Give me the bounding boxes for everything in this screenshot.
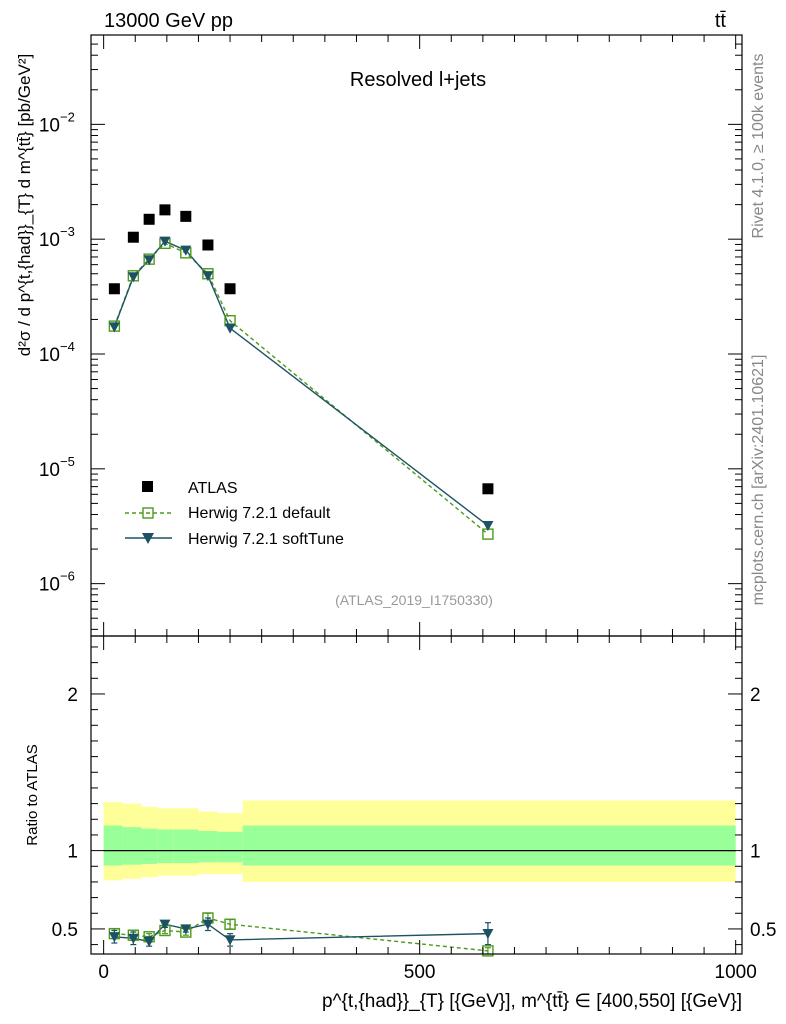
series-line-softtune	[113, 240, 489, 527]
main-panel: Resolved l+jets (ATLAS_2019_I1750330) 10…	[15, 34, 743, 637]
ratio-tick-label: 2	[67, 685, 78, 706]
ratio-x-ticks: 0 500 1000	[98, 636, 757, 983]
data-point-softtune	[180, 245, 192, 256]
ratio-point-softtune	[159, 919, 171, 930]
data-point-softtune	[482, 521, 494, 532]
y-tick-exponent: −5	[60, 454, 75, 469]
ratio-point-softtune	[108, 932, 120, 943]
uncertainty-band-inner	[242, 825, 736, 866]
ratio-y-ticks: 0.5 0.5 1 1 2 2	[52, 646, 776, 946]
analysis-ref: (ATLAS_2019_I1750330)	[335, 592, 493, 608]
y-tick-exponent: −6	[60, 569, 75, 584]
y-tick-label: 10	[39, 460, 60, 481]
data-point-softtune	[202, 271, 214, 282]
series-line-default	[113, 242, 489, 535]
mcplots-label: mcplots.cern.ch [arXiv:2401.10621]	[750, 355, 767, 606]
ratio-point-softtune	[143, 936, 155, 947]
x-tick-label: 0	[98, 962, 109, 983]
x-axis-label: p^{t,{had}}_{T} [{GeV}], m^{tt̄} ∈ [400,…	[322, 991, 742, 1012]
main-y-ticks: 10−610−510−410−310−2	[39, 34, 742, 630]
ratio-tick-label: 1	[750, 842, 761, 863]
ratio-tick-label: 1	[67, 842, 78, 863]
data-point-atlas	[143, 213, 155, 225]
x-tick-label: 1000	[715, 962, 757, 983]
ratio-point-softtune	[482, 929, 494, 940]
uncertainty-band-inner	[157, 829, 174, 864]
ratio-point-default	[224, 918, 236, 930]
y-tick-label: 10	[39, 575, 60, 596]
uncertainty-band-inner	[103, 825, 123, 866]
ratio-tick-label: 0.5	[750, 920, 776, 941]
main-x-ticks	[103, 35, 737, 636]
uncertainty-band-inner	[217, 831, 243, 863]
ratio-point-softtune	[180, 924, 192, 935]
data-point-atlas	[108, 283, 120, 295]
y-tick-label: 10	[39, 115, 60, 136]
legend-marker-softtune	[142, 533, 154, 544]
data-point-atlas	[127, 231, 139, 243]
y-tick-label: 10	[39, 230, 60, 251]
data-point-softtune	[108, 322, 120, 333]
main-y-label: d²σ / d p^{t,{had}}_{T} d m^{tt̄} [pb/Ge…	[15, 54, 34, 356]
data-point-softtune	[159, 236, 171, 247]
y-tick-exponent: −2	[60, 109, 75, 124]
data-point-softtune	[143, 255, 155, 266]
uncertainty-band-inner	[198, 831, 218, 863]
ratio-frame	[90, 635, 743, 955]
rivet-label: Rivet 4.1.0, ≥ 100k events	[750, 54, 767, 239]
data-point-atlas	[224, 283, 236, 295]
legend-label-softtune: Herwig 7.2.1 softTune	[188, 531, 344, 548]
uncertainty-band-inner	[122, 827, 142, 865]
data-point-atlas	[202, 239, 214, 251]
uncertainty-band-inner	[173, 829, 199, 864]
y-tick-label: 10	[39, 345, 60, 366]
data-point-softtune	[127, 272, 139, 283]
ratio-y-label: Ratio to ATLAS	[24, 744, 41, 845]
data-point-atlas	[482, 483, 494, 495]
data-point-atlas	[180, 210, 192, 222]
uncertainty-band-inner	[141, 828, 158, 864]
ratio-panel: 0.5 0.5 1 1 2 2 0 500 1000 Ratio to ATLAS p^{t,…	[24, 635, 776, 1012]
x-tick-label: 500	[404, 962, 436, 983]
ratio-tick-label: 0.5	[52, 920, 78, 941]
ratio-tick-label: 2	[750, 685, 761, 706]
legend-label-atlas: ATLAS	[188, 480, 238, 497]
y-tick-exponent: −3	[60, 224, 75, 239]
process-label: tt̄	[715, 10, 727, 32]
ratio-point-softtune	[202, 919, 214, 930]
legend: ATLAS Herwig 7.2.1 default Herwig 7.2.1 …	[125, 480, 344, 548]
main-series	[108, 204, 494, 540]
legend-marker-atlas	[142, 481, 153, 492]
main-title: Resolved l+jets	[350, 69, 486, 91]
ratio-point-softtune	[224, 935, 236, 946]
ratio-point-softtune	[127, 933, 139, 944]
ratio-series	[108, 912, 494, 957]
y-tick-exponent: −4	[60, 339, 75, 354]
energy-label: 13000 GeV pp	[104, 10, 233, 32]
data-point-softtune	[224, 323, 236, 334]
legend-marker-default	[142, 507, 154, 519]
data-point-atlas	[159, 204, 171, 216]
ratio-bands	[103, 800, 736, 882]
legend-label-default: Herwig 7.2.1 default	[188, 505, 331, 522]
